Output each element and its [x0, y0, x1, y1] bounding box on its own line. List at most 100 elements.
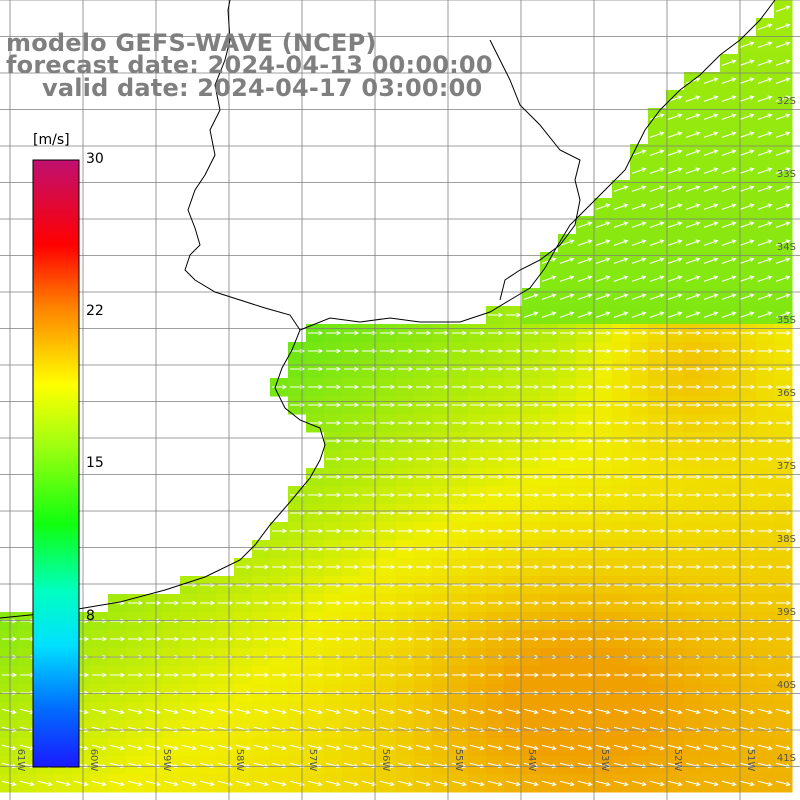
wind-arrow: [362, 348, 378, 354]
wind-arrow: [488, 456, 504, 462]
wind-arrow: [775, 275, 791, 282]
wind-arrow: [524, 420, 540, 426]
wind-arrow: [452, 366, 468, 372]
wind-arrow: [757, 275, 773, 282]
wind-arrow: [236, 636, 252, 642]
wind-arrow: [632, 528, 648, 534]
wind-arrow: [614, 636, 630, 642]
wind-arrow: [722, 690, 738, 696]
wind-arrow: [542, 456, 558, 462]
wind-arrow: [703, 708, 719, 715]
wind-arrow: [506, 384, 522, 390]
wind-arrow: [398, 438, 414, 444]
wind-arrow: [704, 564, 720, 570]
wind-arrow: [632, 456, 648, 462]
lon-label: 53W: [599, 749, 610, 772]
wind-arrow: [757, 41, 773, 48]
wind-arrow: [775, 95, 791, 102]
wind-arrow: [308, 672, 324, 678]
wind-arrow: [578, 564, 594, 570]
wind-arrow: [110, 636, 126, 642]
wind-arrow: [776, 456, 792, 462]
wind-arrow: [181, 744, 197, 751]
wind-arrow: [596, 600, 612, 606]
wind-arrow: [560, 528, 576, 534]
wind-arrow: [127, 708, 143, 715]
wind-arrow: [757, 780, 773, 787]
wind-arrow: [757, 167, 773, 174]
wind-arrow: [92, 672, 108, 678]
wind-arrow: [254, 690, 270, 696]
wind-arrow: [326, 510, 342, 516]
title-model: modelo GEFS-WAVE (NCEP): [6, 29, 377, 57]
wind-arrow: [343, 744, 359, 751]
wind-arrow: [470, 672, 486, 678]
wind-arrow: [704, 492, 720, 498]
wind-arrow: [541, 275, 557, 282]
wind-arrow: [578, 456, 594, 462]
wind-arrow: [398, 618, 414, 624]
wind-arrow: [649, 113, 665, 120]
wind-arrow: [686, 618, 702, 624]
wind-arrow: [343, 708, 359, 715]
wind-arrow: [452, 690, 468, 696]
wind-arrow: [740, 564, 756, 570]
wind-arrow: [452, 528, 468, 534]
wind-arrow: [199, 780, 215, 787]
wind-arrow: [559, 257, 575, 264]
wind-arrow: [739, 780, 755, 787]
wind-arrow: [326, 348, 342, 354]
wind-arrow: [739, 167, 755, 174]
wind-arrow: [667, 275, 683, 282]
lat-label: 32S: [777, 96, 796, 107]
wind-arrow: [739, 744, 755, 751]
wind-arrow: [775, 5, 791, 12]
wind-arrow: [685, 257, 701, 264]
wind-arrow: [398, 402, 414, 408]
wind-arrow: [632, 564, 648, 570]
wind-arrow: [596, 636, 612, 642]
wind-arrow: [721, 744, 737, 751]
wind-arrow: [595, 780, 611, 787]
wind-arrow: [488, 492, 504, 498]
wind-arrow: [758, 600, 774, 606]
wind-arrow: [667, 221, 683, 228]
wind-arrow: [344, 600, 360, 606]
wind-arrow: [524, 636, 540, 642]
wind-arrow: [470, 348, 486, 354]
wind-arrow: [416, 564, 432, 570]
wind-arrow: [758, 366, 774, 372]
wind-arrow: [542, 420, 558, 426]
wind-arrow: [596, 330, 612, 336]
wind-arrow: [758, 564, 774, 570]
wind-arrow: [307, 780, 323, 787]
wind-arrow: [344, 564, 360, 570]
wind-arrow: [722, 420, 738, 426]
wind-arrow: [614, 402, 630, 408]
wind-arrow: [650, 420, 666, 426]
wind-arrow: [91, 708, 107, 715]
wind-arrow: [128, 618, 144, 624]
wind-arrow: [1, 708, 17, 715]
wind-arrow: [631, 275, 647, 282]
wind-arrow: [470, 528, 486, 534]
wind-arrow: [775, 113, 791, 120]
wind-arrow: [650, 366, 666, 372]
wind-arrow: [73, 780, 89, 787]
wind-arrow: [398, 564, 414, 570]
wind-arrow: [524, 564, 540, 570]
wind-arrow: [758, 492, 774, 498]
wind-arrow: [686, 438, 702, 444]
wind-arrow: [398, 420, 414, 426]
wind-arrow: [757, 131, 773, 138]
wind-arrow: [271, 708, 287, 715]
wind-arrow: [37, 780, 53, 787]
wind-arrow: [326, 420, 342, 426]
wind-arrow: [740, 600, 756, 606]
wind-arrow: [721, 780, 737, 787]
wind-arrow: [667, 149, 683, 156]
wind-arrow: [703, 113, 719, 120]
wind-arrow: [776, 636, 792, 642]
wind-arrow: [740, 438, 756, 444]
wind-arrow: [595, 744, 611, 751]
